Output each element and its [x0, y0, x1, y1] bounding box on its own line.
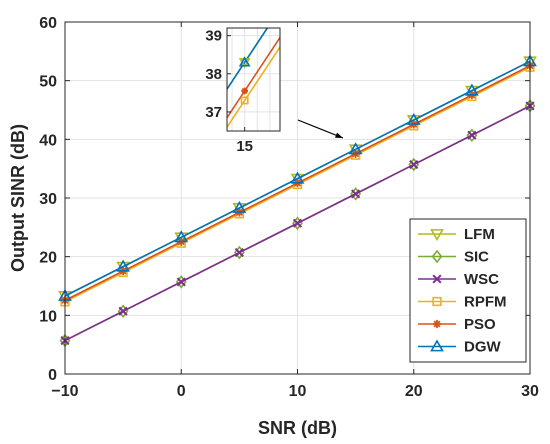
inset-series-layer: [227, 28, 280, 128]
y-tick-label: 20: [39, 250, 57, 267]
legend-item-dgw: DGW: [418, 339, 502, 356]
y-axis-ticks: 0 10 20 30 40 50 60: [39, 15, 530, 384]
x-tick-label: 20: [405, 383, 423, 400]
inset-series-line: [227, 46, 280, 128]
data-point: [430, 339, 444, 352]
inset-x-tick-label: 15: [236, 138, 253, 155]
y-tick-label: 40: [39, 132, 57, 149]
data-point: [116, 259, 131, 272]
data-point: [409, 160, 419, 170]
x-axis-label: SNR (dB): [258, 418, 337, 438]
inset-series-rpfm: [227, 46, 280, 128]
inset-y-tick-label: 39: [205, 28, 222, 45]
grid: [64, 21, 531, 375]
inset-box: [226, 27, 281, 132]
data-point: [464, 83, 479, 96]
inset-series-line: [227, 28, 269, 90]
inset-marker-dgw: [238, 56, 251, 67]
x-axis-ticks: −10 0 10 20 30: [51, 22, 539, 400]
data-point: [430, 229, 444, 242]
y-tick-label: 30: [39, 191, 57, 208]
series-line: [64, 60, 531, 297]
data-point: [290, 171, 305, 184]
legend-label: WSC: [464, 271, 499, 288]
y-tick-label: 60: [39, 15, 57, 32]
legend-item-sic: SIC: [418, 249, 489, 266]
data-point: [351, 189, 361, 199]
legend-label: DGW: [464, 339, 502, 356]
data-point: [432, 319, 442, 329]
series-wsc: [60, 101, 535, 346]
legend-label: SIC: [464, 249, 489, 266]
x-tick-label: 30: [521, 383, 539, 400]
data-point: [406, 112, 421, 125]
inset-series-pso: [227, 37, 280, 119]
series-layer: [58, 54, 537, 348]
y-tick-label: 0: [48, 367, 57, 384]
inset-marker-pso: [241, 87, 249, 95]
data-point: [348, 142, 363, 155]
x-tick-label: −10: [51, 383, 78, 400]
legend-box: [409, 218, 527, 363]
y-axis-label: Output SINR (dB): [8, 124, 28, 272]
data-point: [240, 96, 249, 105]
legend-item-pso: PSO: [418, 316, 496, 333]
legend: LFM SIC WSC RPFM PSO DGW: [409, 218, 527, 363]
data-point: [238, 56, 251, 67]
x-tick-label: 10: [289, 383, 307, 400]
arrow-head: [335, 132, 343, 138]
inset-series-dgw: [227, 28, 269, 90]
inset-arrow: [297, 119, 344, 139]
data-point: [234, 248, 244, 258]
inset-y-tick-label: 38: [205, 66, 222, 83]
y-tick-label: 50: [39, 74, 57, 91]
data-point: [241, 87, 249, 95]
inset-marker-rpfm: [240, 96, 249, 105]
arrow-shaft: [297, 119, 344, 139]
data-point: [432, 274, 442, 284]
data-point: [431, 249, 443, 264]
data-point: [467, 130, 477, 140]
data-point: [292, 218, 303, 228]
data-point: [432, 296, 442, 307]
legend-item-lfm: LFM: [418, 226, 495, 243]
y-tick-label: 10: [39, 308, 57, 325]
data-point: [118, 306, 128, 316]
legend-item-rpfm: RPFM: [418, 294, 507, 311]
data-point: [176, 277, 186, 287]
legend-label: RPFM: [464, 294, 507, 311]
data-point: [174, 230, 189, 243]
legend-item-wsc: WSC: [418, 271, 499, 288]
data-point: [232, 200, 247, 213]
series-dgw: [58, 54, 537, 301]
zoom-inset: 37 38 39 15: [205, 27, 281, 155]
x-tick-label: 0: [177, 383, 186, 400]
inset-y-tick-label: 37: [205, 104, 222, 121]
legend-label: PSO: [464, 316, 496, 333]
legend-label: LFM: [464, 226, 495, 243]
inset-series-line: [227, 37, 280, 119]
